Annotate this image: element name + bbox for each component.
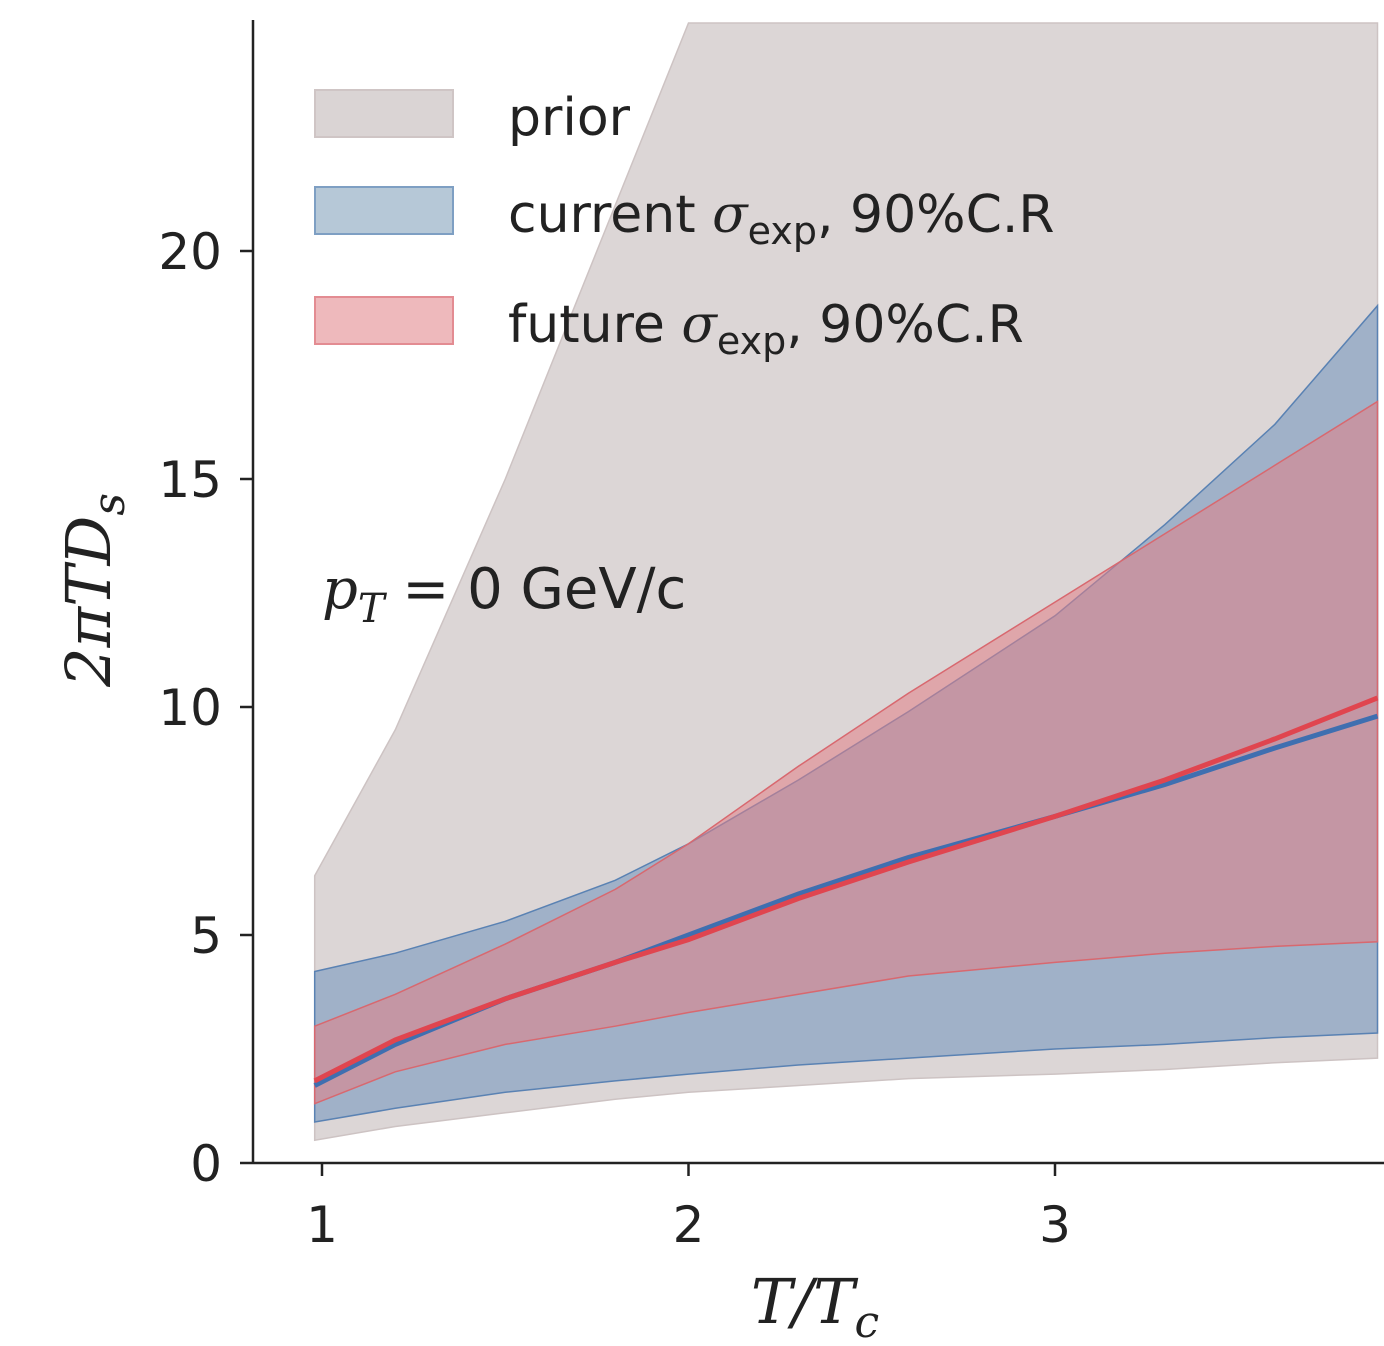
legend-swatch-prior <box>314 89 454 138</box>
legend-label-future: future σexp, 90%C.R <box>508 295 1024 363</box>
pt-annotation: pT = 0 GeV/c <box>322 557 686 632</box>
y-tick-label: 15 <box>158 451 222 509</box>
x-ticks: 1 2 3 <box>306 1163 1071 1254</box>
x-tick-label: 3 <box>1039 1196 1071 1254</box>
legend-item-current: current σexp, 90%C.R <box>314 185 1055 253</box>
y-tick-label: 20 <box>158 223 222 281</box>
legend-swatch-current <box>314 186 454 235</box>
legend: prior current σexp, 90%C.R future σexp, … <box>314 88 1055 363</box>
legend-label-current: current σexp, 90%C.R <box>508 185 1055 253</box>
y-tick-label: 10 <box>158 679 222 737</box>
x-tick-label: 1 <box>306 1196 338 1254</box>
y-axis-label: 2πTDs <box>52 493 135 688</box>
band-future <box>313 400 1379 1105</box>
x-tick-label: 2 <box>673 1196 705 1254</box>
x-axis-label: T/Tc <box>751 1265 879 1346</box>
legend-item-future: future σexp, 90%C.R <box>314 295 1024 363</box>
plot-area <box>313 22 1379 1142</box>
legend-swatch-future <box>314 296 454 345</box>
y-ticks: 0 5 10 15 20 <box>158 223 253 1193</box>
legend-label-prior: prior <box>508 88 631 148</box>
median-line-future <box>313 695 1379 1084</box>
y-tick-label: 5 <box>190 907 222 965</box>
legend-item-prior: prior <box>314 88 631 148</box>
y-tick-label: 0 <box>190 1135 222 1193</box>
